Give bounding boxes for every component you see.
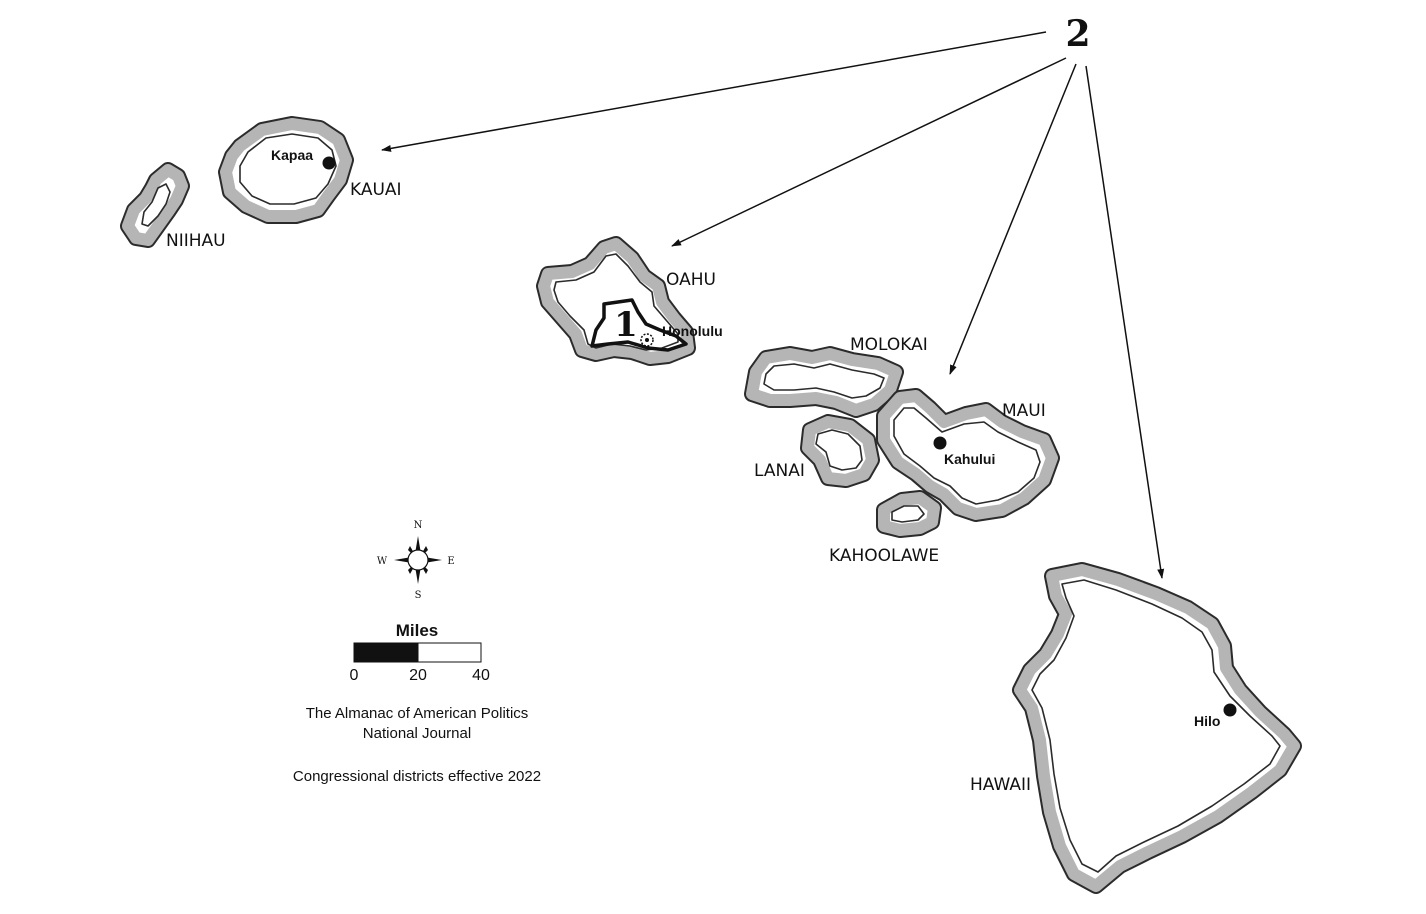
arrow-to-hawaii [1085,65,1165,579]
compass-w: W [377,556,388,567]
district-1-boundary [590,298,688,352]
scale-bar: Miles 0 20 40 [350,621,490,684]
island-label-hawaii: HAWAII [970,775,1031,795]
city-label-hilo: Hilo [1194,713,1220,729]
island-niihau [120,162,190,248]
island-label-niihau: NIIHAU [166,231,226,251]
arrow-to-oahu [671,57,1067,247]
compass-rose-icon: N S W E [377,520,455,601]
credit-line-3: Congressional districts effective 2022 [293,768,541,785]
compass-s: S [415,590,422,601]
island-label-lanai: LANAI [754,461,805,481]
island-kauai [218,116,354,224]
island-label-molokai: MOLOKAI [850,335,928,355]
city-label-kapaa: Kapaa [271,147,313,163]
compass-n: N [414,520,423,531]
district-1-label: 1 [614,305,638,345]
arrow-to-maui [949,63,1077,375]
credit-line-1: The Almanac of American Politics [306,705,529,722]
district-2-arrows [381,31,1165,579]
island-molokai [744,346,904,418]
compass-e: E [447,556,454,567]
capital-star-icon [640,333,654,347]
island-maui [876,388,1060,522]
island-label-kahoolawe: KAHOOLAWE [829,546,939,566]
scale-tick-20: 20 [409,667,427,684]
island-label-kauai: KAUAI [350,180,402,200]
island-label-oahu: OAHU [666,270,716,290]
district-2-label: 2 [1065,13,1090,55]
city-dot-hilo [1223,703,1237,717]
island-lanai [800,414,880,488]
city-dot-kahului [933,436,947,450]
scale-tick-40: 40 [472,667,490,684]
island-oahu [536,236,696,366]
arrow-to-kauai [381,31,1047,152]
scale-bar-title: Miles [396,621,439,640]
city-label-honolulu: Honolulu [662,323,723,339]
island-kahoolawe [876,490,942,538]
island-hawaii [1012,562,1302,894]
island-label-maui: MAUI [1002,401,1046,421]
credit-line-2: National Journal [363,725,471,742]
scale-tick-0: 0 [350,667,359,684]
city-dot-kapaa [322,156,336,170]
city-label-kahului: Kahului [944,451,995,467]
